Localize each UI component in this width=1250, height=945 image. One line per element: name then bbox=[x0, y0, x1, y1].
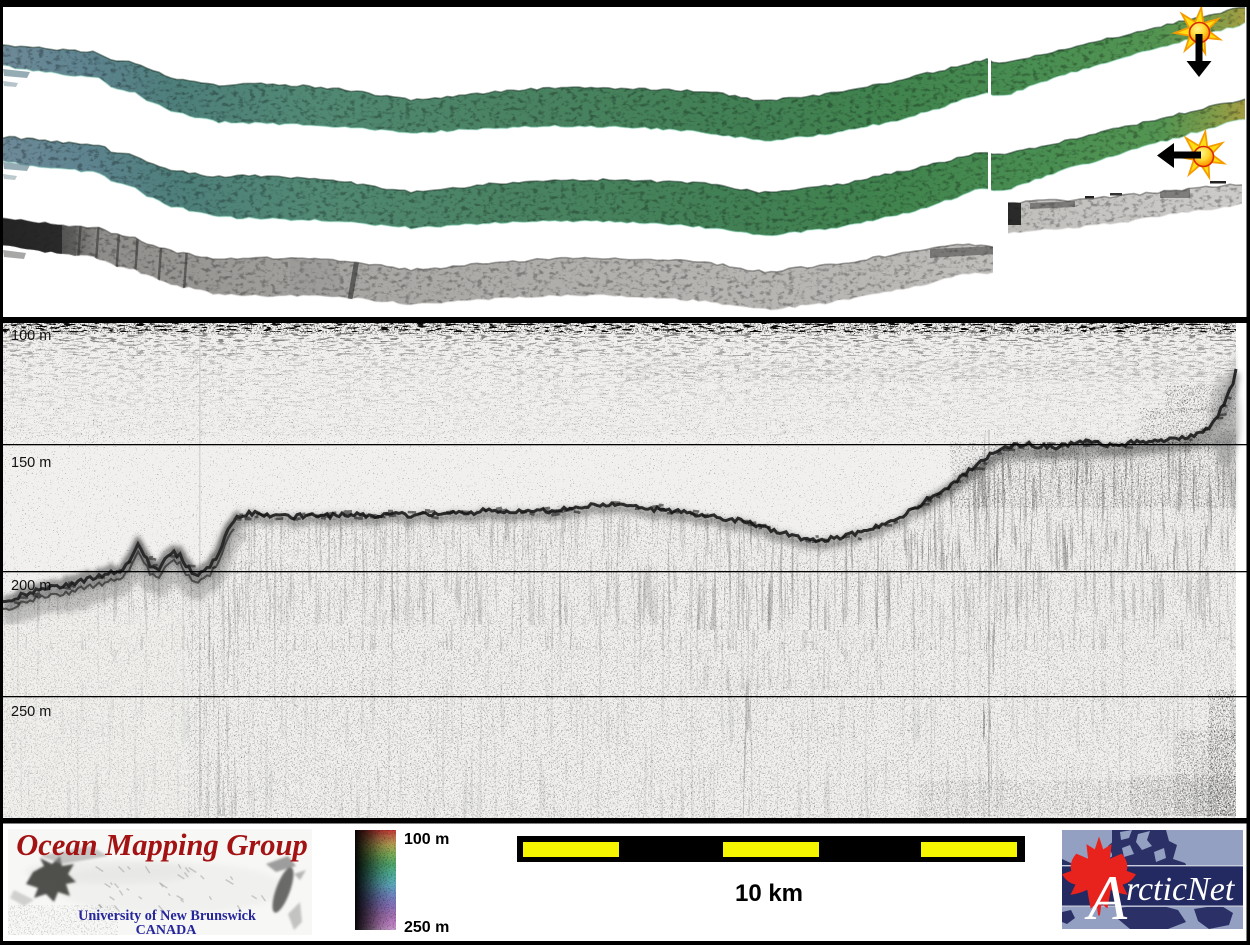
svg-text:250 m: 250 m bbox=[11, 704, 51, 720]
svg-text:CANADA: CANADA bbox=[136, 923, 198, 938]
svg-text:10 km: 10 km bbox=[735, 880, 803, 907]
svg-text:A: A bbox=[1084, 862, 1128, 933]
svg-text:Ocean Mapping Group: Ocean Mapping Group bbox=[16, 828, 307, 862]
svg-text:rcticNet: rcticNet bbox=[1126, 871, 1236, 908]
svg-text:100 m: 100 m bbox=[404, 831, 449, 848]
svg-text:150 m: 150 m bbox=[11, 455, 51, 471]
svg-text:University of New Brunswick: University of New Brunswick bbox=[78, 908, 256, 924]
svg-text:100 m: 100 m bbox=[11, 328, 51, 344]
svg-text:200 m: 200 m bbox=[11, 578, 51, 594]
svg-text:250 m: 250 m bbox=[404, 919, 449, 936]
